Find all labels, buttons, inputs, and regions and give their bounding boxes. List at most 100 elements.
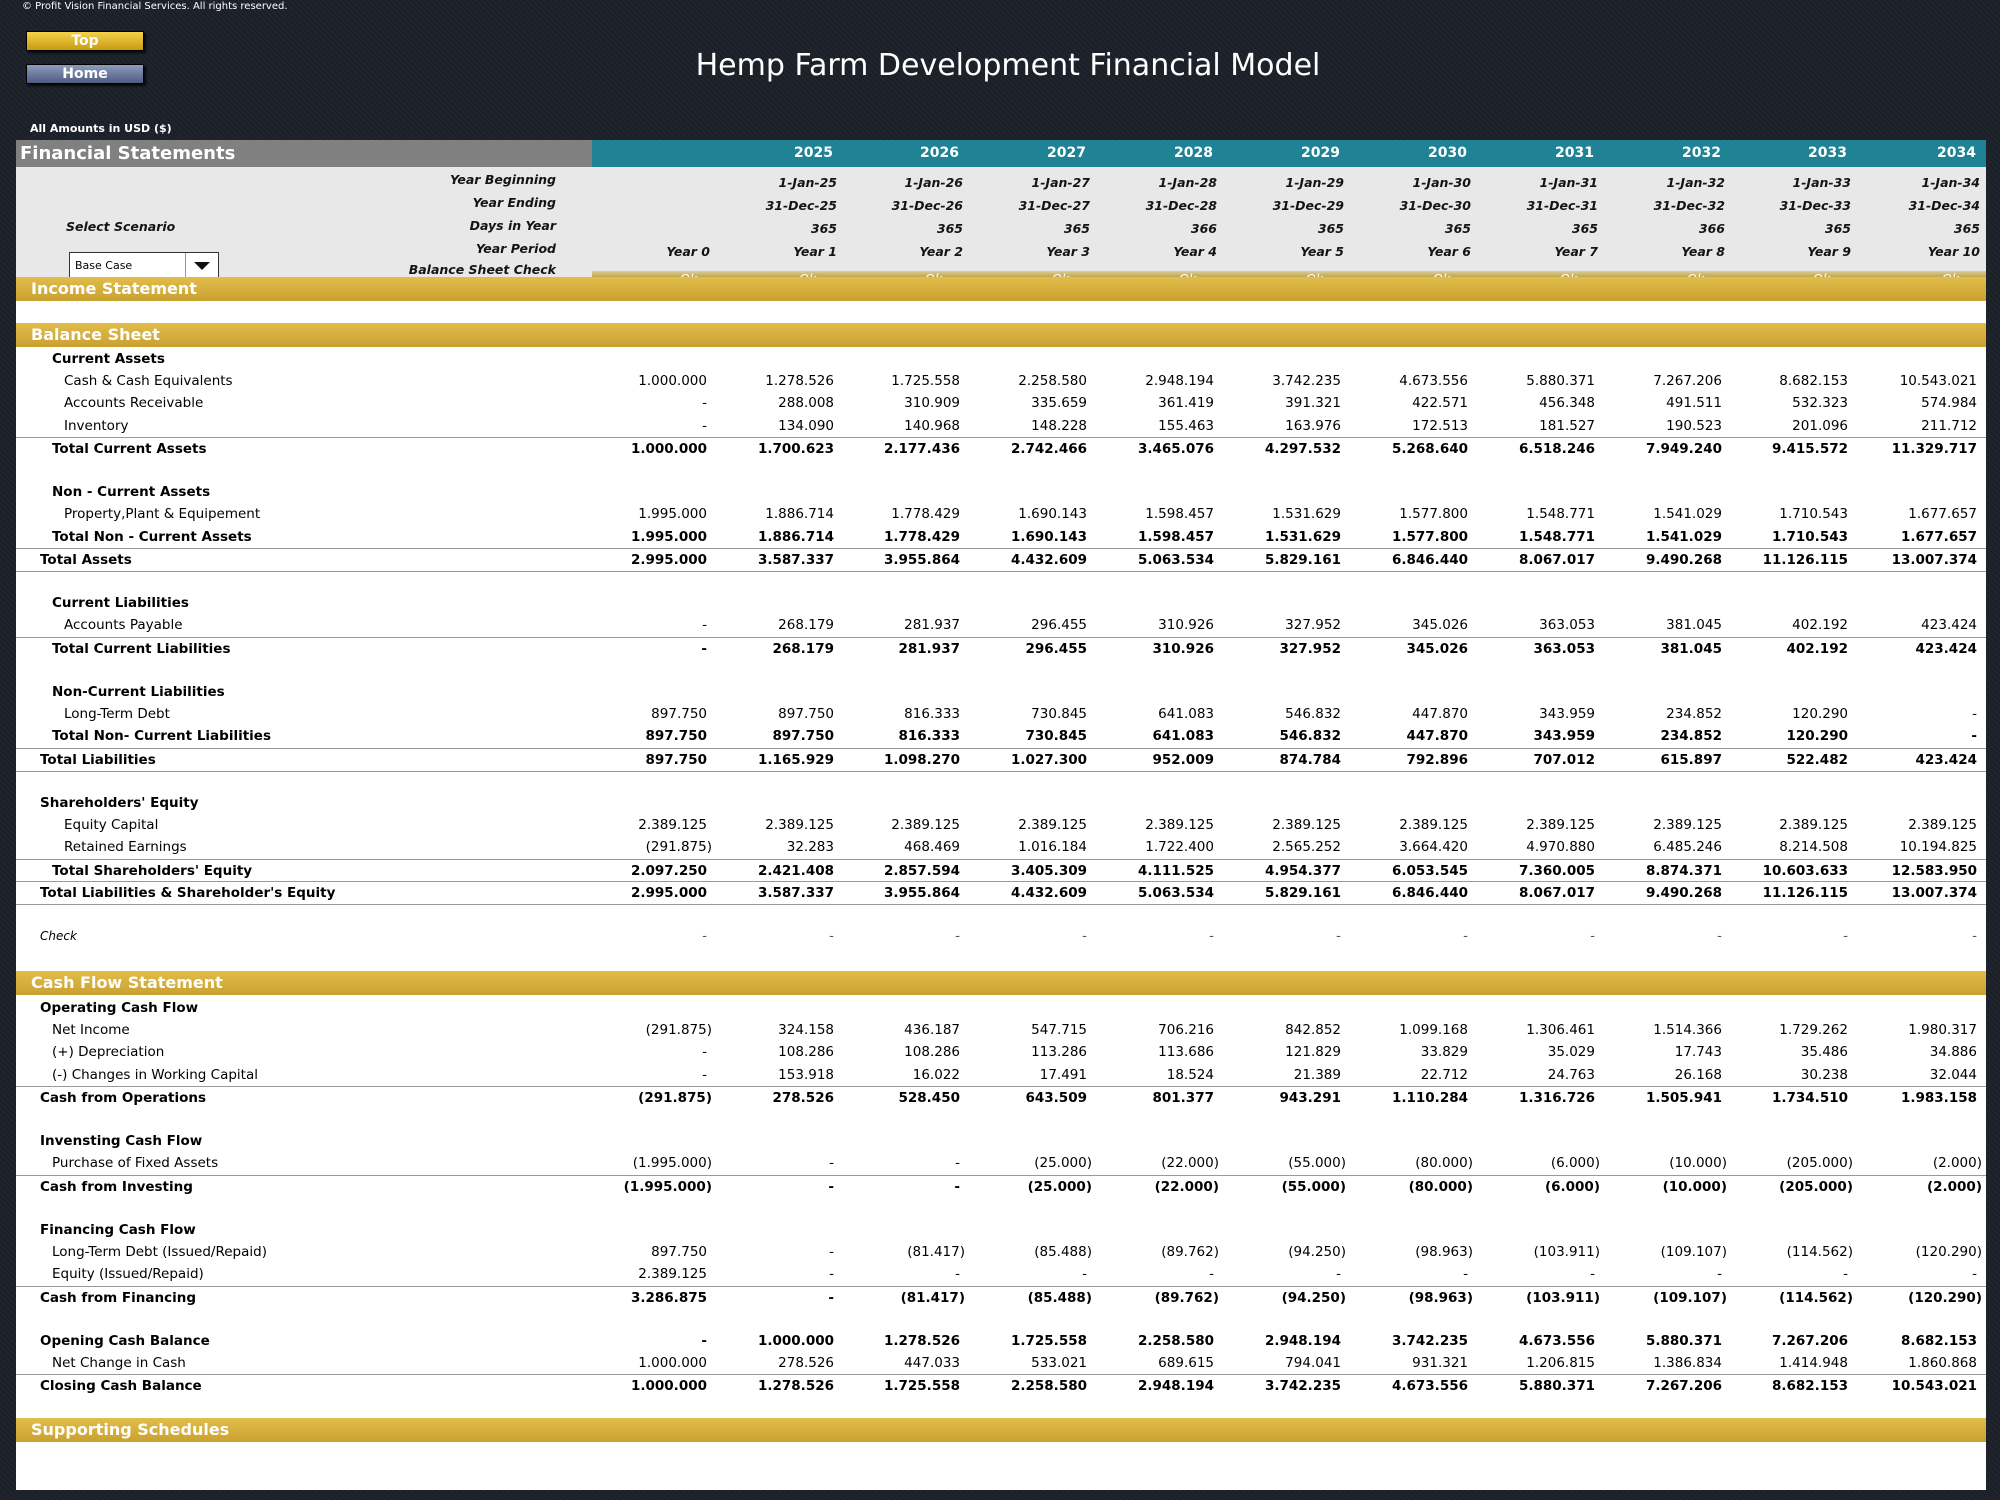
row-value: 1.995.000 [630,529,707,545]
table-row: Current Liabilities [16,592,1986,614]
row-value: 3.587.337 [757,885,834,901]
row-value: 897.750 [651,1244,707,1260]
row-value: (80.000) [1408,1179,1473,1195]
row-value: 5.880.371 [1518,1378,1595,1394]
row-value: 35.029 [1547,1044,1595,1060]
row-value: 943.291 [1279,1090,1342,1106]
row-value: 4.673.556 [1399,373,1468,389]
table-row: (+) Depreciation - 108.286 108.286 113.286 11… [16,1041,1986,1063]
row-value: 897.750 [645,728,708,744]
table-row: Property,Plant & Equipement 1.995.000 1.88… [16,503,1986,525]
row-value: 1.098.270 [883,752,960,768]
row-value: 310.926 [1152,641,1215,657]
row-value: (291.875) [645,1022,712,1038]
row-value: (205.000) [1779,1179,1853,1195]
row-value: 381.045 [1666,617,1722,633]
row-value: 4.297.532 [1264,441,1341,457]
year-ending-cell: 31-Dec-30 [1399,198,1471,213]
row-value: 3.664.420 [1399,839,1468,855]
row-value: 1.700.623 [757,441,834,457]
year-beginning-cell: 1-Jan-29 [1285,175,1344,190]
table-row: Long-Term Debt (Issued/Repaid) 897.750 - (8… [16,1241,1986,1263]
year-ending-cell: 31-Dec-28 [1145,198,1217,213]
row-value: 730.845 [1025,728,1088,744]
row-value: 1.722.400 [1145,839,1214,855]
row-value: 1.995.000 [638,506,707,522]
row-value: 5.880.371 [1526,373,1595,389]
row-value: 1.386.834 [1653,1355,1722,1371]
row-label: Total Current Assets [52,441,207,457]
row-value: (22.000) [1161,1155,1219,1171]
row-value: (6.000) [1544,1179,1600,1195]
row-value: (109.107) [1660,1244,1727,1260]
year-period-cell: Year 7 [1554,244,1598,259]
year-period-cell: Year 2 [919,244,963,259]
row-value: 643.509 [1025,1090,1088,1106]
row-value: (25.000) [1034,1155,1092,1171]
row-label: Opening Cash Balance [40,1333,210,1349]
row-label: Current Liabilities [52,595,189,611]
row-value: 8.214.508 [1779,839,1848,855]
row-value: 278.526 [772,1090,835,1106]
scenario-dropdown[interactable]: Base Case [69,252,219,280]
row-value: - [702,617,707,633]
row-label: Invensting Cash Flow [40,1133,203,1149]
row-value: 153.918 [778,1067,834,1083]
year-beginning-cell: 1-Jan-31 [1539,175,1598,190]
row-value: 345.026 [1412,617,1468,633]
row-value: (2.000) [1932,1155,1982,1171]
row-value: 1.110.284 [1391,1090,1468,1106]
year-period-label: Year Period [475,241,556,256]
table-row: Check - - - - - - - - - - - [16,925,1986,947]
row-value: 10.194.825 [1899,839,1977,855]
row-value: 532.323 [1792,395,1848,411]
home-button[interactable]: Home [26,64,144,84]
row-value: - [1463,928,1468,944]
row-value: (205.000) [1786,1155,1853,1171]
top-button[interactable]: Top [26,31,144,51]
row-value: 278.526 [778,1355,834,1371]
row-value: 952.009 [1152,752,1215,768]
row-value: 9.490.268 [1645,885,1722,901]
row-value: 4.954.377 [1264,863,1341,879]
row-value: 7.267.206 [1653,373,1722,389]
row-value: (109.107) [1653,1290,1727,1306]
row-value: 134.090 [778,418,834,434]
row-value: 1.690.143 [1018,506,1087,522]
table-row: Equity (Issued/Repaid) 2.389.125 - - - - - - - - -… [16,1263,1986,1285]
timeline-block: Year Beginning Year Ending Days in Year … [16,167,1986,289]
table-row: Total Current Liabilities - 268.179 281.937… [16,637,1986,660]
row-value: - [701,1333,707,1349]
row-value: 3.465.076 [1137,441,1214,457]
row-value: - [1843,928,1848,944]
row-value: (25.000) [1027,1179,1092,1195]
row-value: 874.784 [1279,752,1342,768]
days-cell: 365 [810,221,837,236]
row-value: 533.021 [1031,1355,1087,1371]
row-value: 1.710.543 [1771,529,1848,545]
row-value: 108.286 [904,1044,960,1060]
row-value: 1.725.558 [883,1378,960,1394]
chevron-down-icon[interactable] [185,253,218,279]
row-value: - [1972,1266,1977,1282]
cash-flow-header: Cash Flow Statement [16,971,1986,995]
year-beginning-cell: 1-Jan-33 [1792,175,1851,190]
days-cell: 365 [1953,221,1980,236]
table-row: Cash & Cash Equivalents 1.000.000 1.278.52… [16,370,1986,392]
row-value: 13.007.374 [1891,552,1977,568]
days-cell: 365 [1444,221,1471,236]
row-value: 22.712 [1420,1067,1468,1083]
row-value: 12.583.950 [1891,863,1977,879]
row-value: 140.968 [904,418,960,434]
table-row: Accounts Receivable - 288.008 310.909 335.65… [16,392,1986,414]
table-row: Invensting Cash Flow [16,1130,1986,1152]
row-value: 1.548.771 [1518,529,1595,545]
row-value: 121.829 [1285,1044,1341,1060]
row-value: 689.615 [1158,1355,1214,1371]
row-value: 2.258.580 [1018,373,1087,389]
row-value: 1.577.800 [1391,529,1468,545]
row-value: 16.022 [912,1067,960,1083]
row-label: Total Non- Current Liabilities [52,728,271,744]
row-value: - [828,1179,834,1195]
row-value: - [829,1244,834,1260]
